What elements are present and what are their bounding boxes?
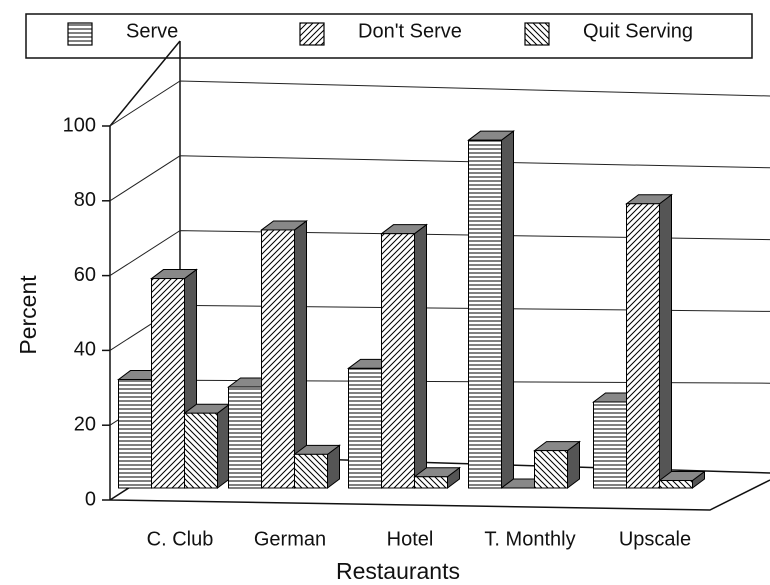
- legend-swatch: [524, 22, 550, 46]
- bar: [533, 440, 581, 489]
- bar-front: [261, 229, 295, 489]
- bar-side: [217, 403, 230, 489]
- bar-front: [151, 278, 185, 489]
- bar-front: [348, 367, 382, 489]
- bar-front: [118, 379, 152, 489]
- bar-front: [659, 480, 693, 489]
- grid-line: [109, 230, 770, 277]
- legend-swatch: [67, 22, 93, 46]
- legend-label: Serve: [126, 20, 178, 42]
- legend-box: [25, 13, 753, 59]
- grid-line: [109, 80, 770, 127]
- x-tick-label: German: [254, 528, 326, 550]
- bar-front: [534, 450, 568, 489]
- y-axis-title: Percent: [15, 275, 41, 355]
- bar: [183, 403, 231, 489]
- bar: [625, 193, 673, 489]
- y-tick-label: 80: [74, 189, 96, 211]
- bar-front: [381, 233, 415, 489]
- legend-label: Don't Serve: [358, 20, 462, 42]
- grid-line: [109, 155, 770, 202]
- legend-swatch: [299, 22, 325, 46]
- bar-front: [626, 203, 660, 489]
- y-tick-label: 40: [74, 339, 96, 361]
- x-tick-label: Hotel: [387, 528, 434, 550]
- y-tick-label: 0: [85, 488, 96, 510]
- bar-front: [294, 453, 328, 489]
- bar-side: [501, 130, 514, 489]
- bar-side: [414, 223, 427, 489]
- x-tick-label: C. Club: [147, 528, 214, 550]
- bar-front: [414, 476, 448, 489]
- legend-label: Quit Serving: [583, 20, 693, 42]
- bar-front: [468, 139, 502, 489]
- y-tick-label: 20: [74, 413, 96, 435]
- bar-front: [593, 401, 627, 489]
- bar-side: [659, 193, 672, 489]
- bar-front: [228, 386, 262, 489]
- bar: [380, 223, 428, 489]
- x-tick-label: T. Monthly: [484, 528, 575, 550]
- bar: [658, 470, 706, 489]
- bar: [293, 444, 341, 489]
- y-tick-label: 60: [74, 264, 96, 286]
- y-tick-label: 100: [63, 114, 96, 136]
- bar: [260, 219, 308, 489]
- bar-front: [184, 412, 218, 489]
- x-tick-label: Upscale: [619, 528, 691, 550]
- bar: [467, 130, 515, 489]
- bar: [413, 466, 461, 489]
- x-axis-title: Restaurants: [336, 558, 460, 584]
